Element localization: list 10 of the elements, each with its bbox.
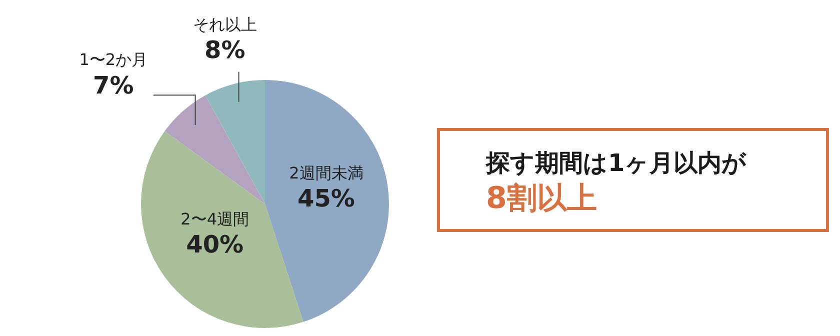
data-label: 8% (204, 36, 246, 64)
slice-label: 2週間未満 (289, 163, 364, 182)
slice-label: それ以上 (192, 15, 257, 34)
text: 8割以上 (486, 181, 598, 217)
data-label: 45% (298, 184, 355, 213)
slice-label: 2〜4週間 (180, 210, 250, 229)
data-label: 40% (186, 230, 244, 259)
data-label: 7% (93, 71, 134, 100)
slice-label: 1〜2か月 (79, 50, 148, 70)
text: 探す期間は1ヶ月以内が (486, 148, 748, 179)
